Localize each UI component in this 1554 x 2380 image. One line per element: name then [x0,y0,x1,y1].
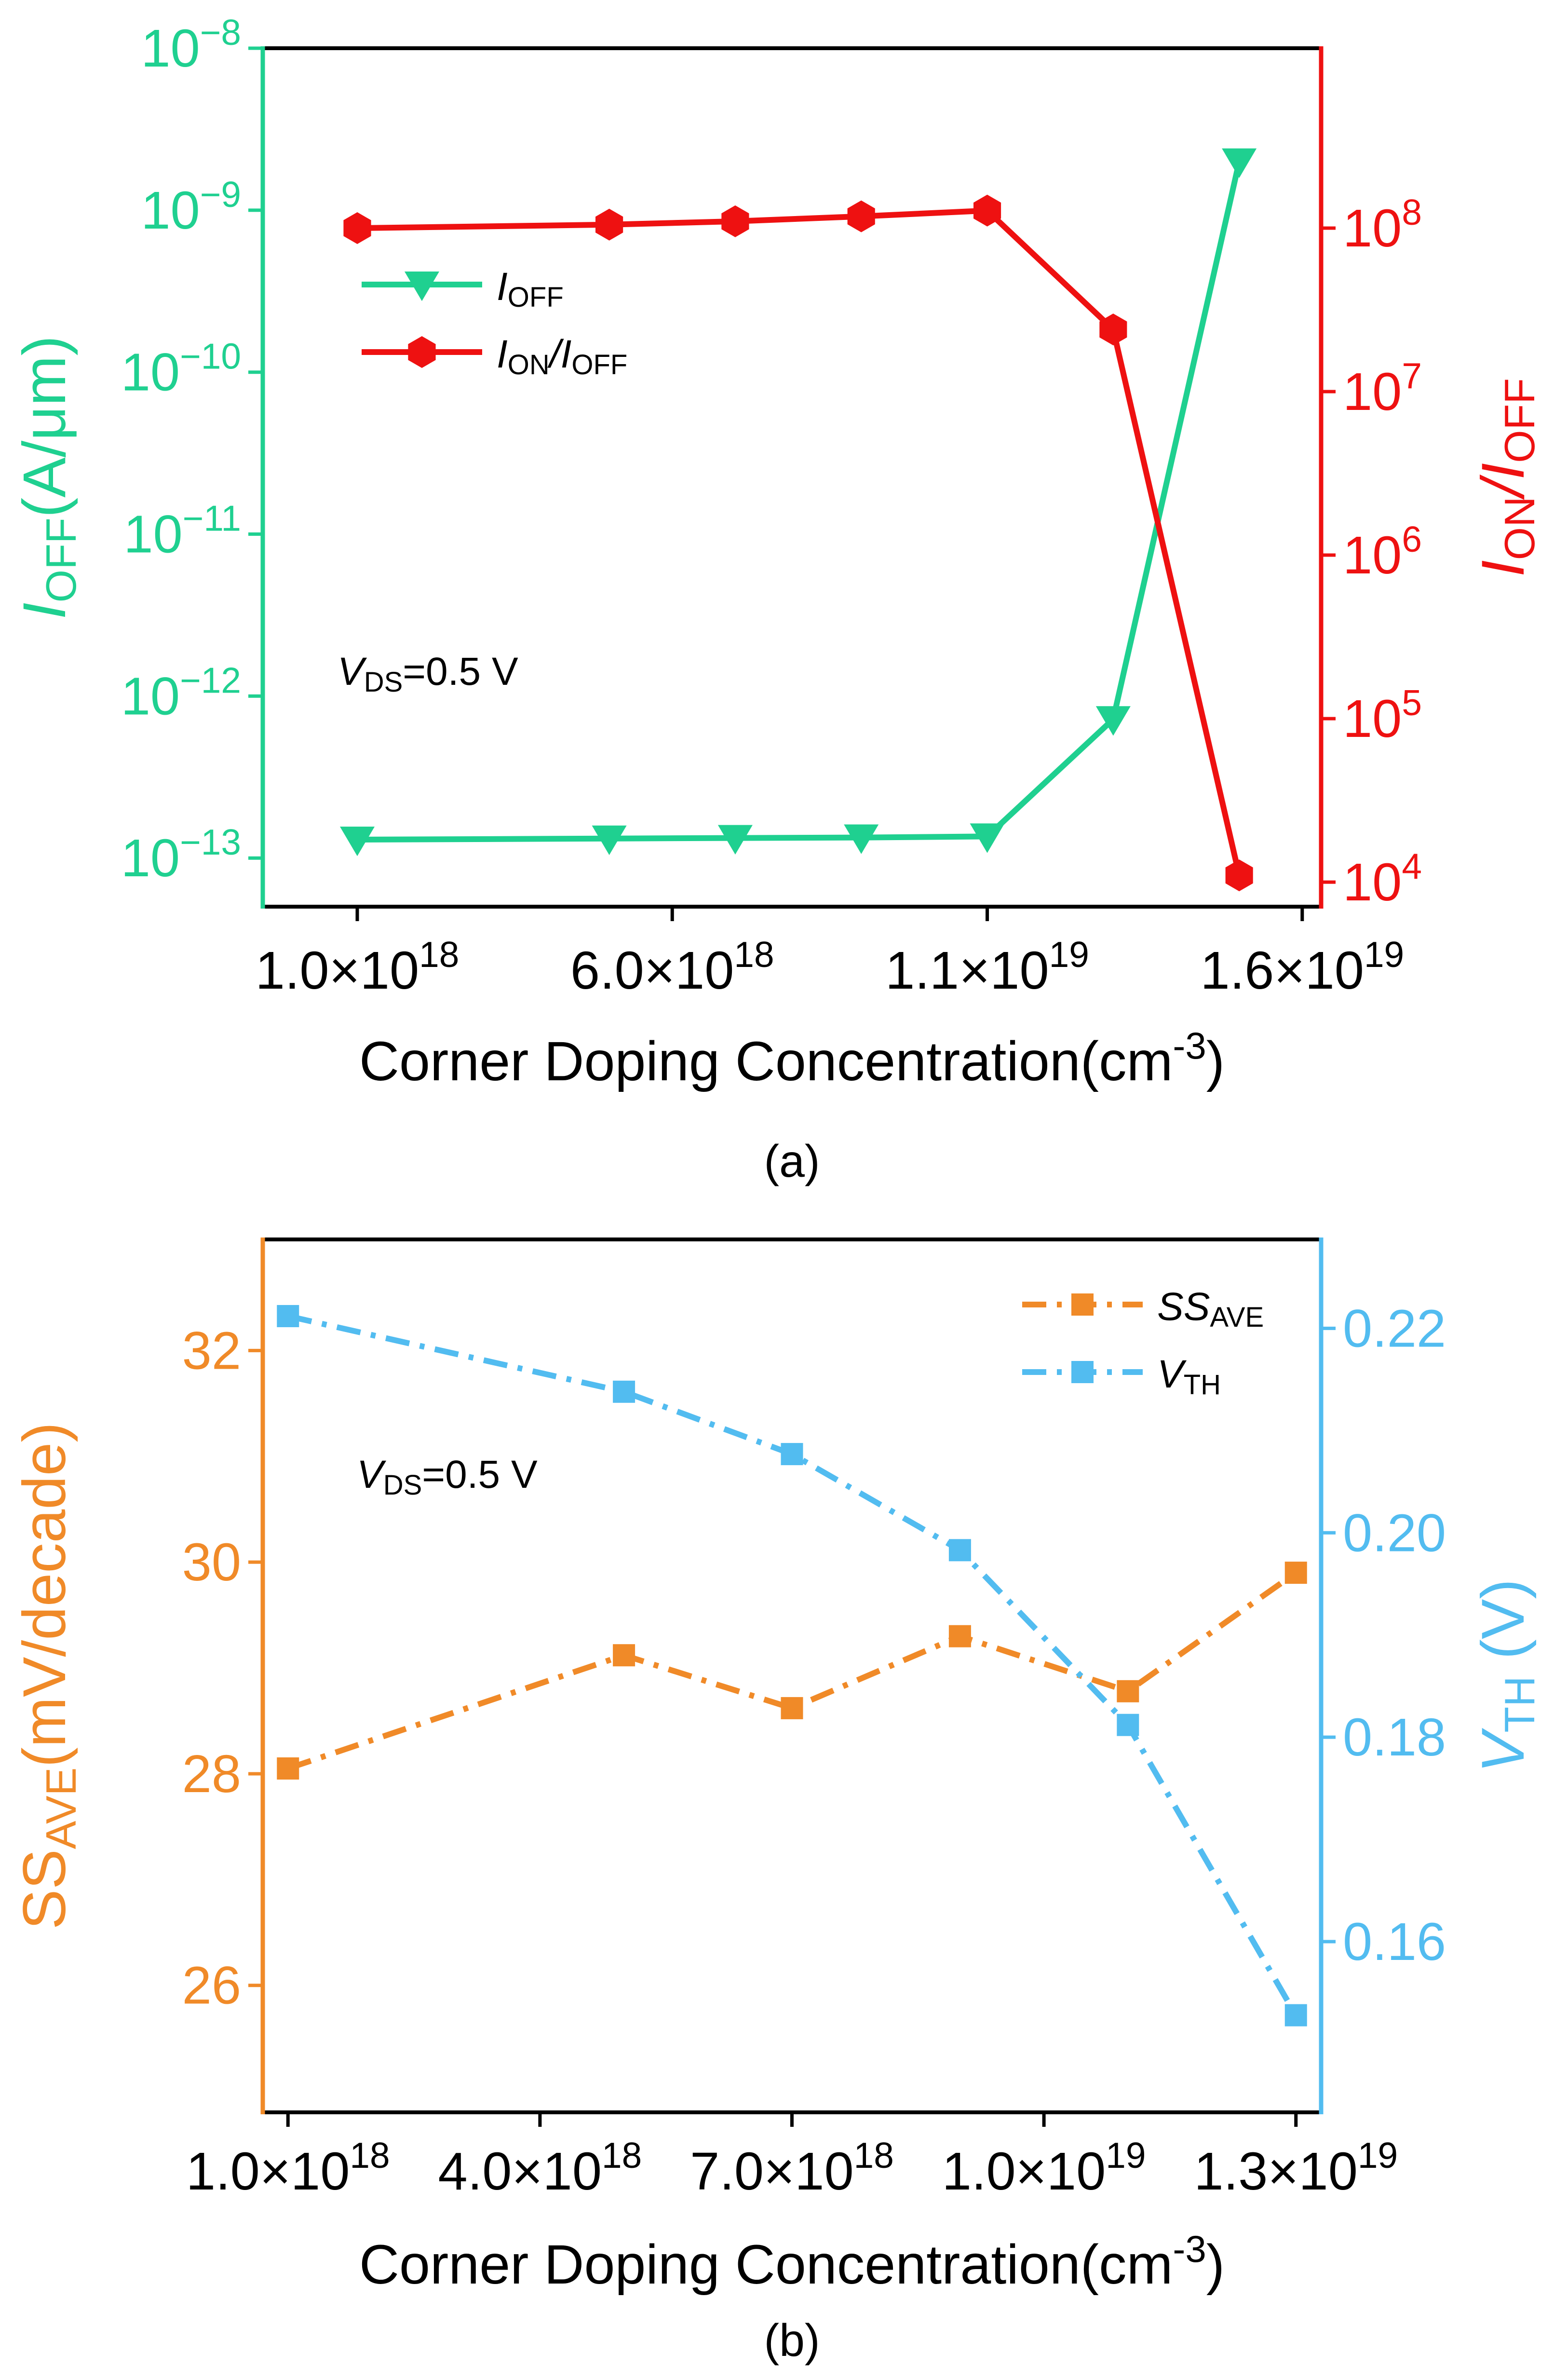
data-point [717,825,753,855]
right-y-axis-label: VTH (V) [1470,1579,1543,1773]
data-point [1099,313,1127,346]
left-y-tick-label: 10−10 [121,336,241,402]
x-tick-label: 1.3×1019 [1194,2135,1398,2201]
right-y-tick-label: 105 [1343,682,1422,748]
data-point [595,208,623,241]
panel-label: (a) [764,1136,820,1187]
legend-label: IOFF [497,265,564,313]
x-tick-label: 7.0×1018 [690,2135,894,2201]
data-point [613,1380,635,1403]
legend-label: ION/IOFF [497,332,627,381]
data-point [277,1757,299,1780]
x-axis-label: Corner Doping Concentration(cm-3) [359,2228,1225,2296]
chart-panel-a: 1.0×1018 6.0×1018 1.1×1019 1.6×1019 10−13 10−… [11,12,1543,1187]
data-point [592,825,627,855]
data-point [1284,1562,1307,1584]
vds-annotation: VDS=0.5 V [338,650,518,698]
data-point [613,1644,635,1667]
data-point [844,824,879,854]
right-y-tick-label: 108 [1343,192,1422,258]
right-y-tick-label: 0.18 [1343,1708,1446,1767]
x-tick-label: 6.0×1018 [570,934,774,1000]
data-point [339,826,375,857]
data-point [343,212,371,244]
data-point [277,1305,299,1327]
x-tick-label: 1.0×1018 [186,2135,390,2201]
data-point [1117,1680,1139,1702]
x-axis-label: Corner Doping Concentration(cm-3) [359,1024,1225,1092]
right-y-tick-label: 107 [1343,355,1422,422]
left-y-tick-label: 10−11 [123,498,241,564]
left-y-tick-label: 30 [182,1533,241,1592]
legend-label: VTH [1157,1352,1221,1401]
chart-panel-b: 1.0×1018 4.0×1018 7.0×1018 1.0×1019 1.3×1019… [11,1238,1543,2366]
vds-annotation: VDS=0.5 V [357,1453,538,1501]
series-line-v-th [287,1313,1298,2017]
left-y-axis-label: SSAVE(mV/decade) [11,1422,85,1930]
x-tick-label: 4.0×1018 [438,2135,642,2201]
right-y-tick-label: 104 [1343,846,1422,912]
series-line-ss-ave [287,1570,1298,1771]
left-y-tick-label: 10−9 [141,174,241,240]
data-point [1095,706,1131,736]
data-point [781,1697,803,1719]
data-point [781,1443,803,1466]
right-y-axis-label: ION/IOFF [1470,378,1543,577]
left-y-tick-label: 28 [182,1744,241,1804]
right-y-tick-label: 106 [1343,519,1422,585]
left-y-tick-label: 10−12 [121,660,241,726]
legend-marker [405,272,439,301]
left-y-tick-label: 26 [182,1956,241,2015]
x-tick-label: 1.6×1019 [1200,934,1404,1000]
right-y-tick-label: 0.16 [1343,1912,1446,1972]
panel-label: (b) [764,2315,820,2366]
data-point [1222,148,1257,178]
data-point [970,823,1005,853]
left-y-tick-label: 10−13 [121,822,241,888]
data-point [1284,2004,1307,2026]
legend-label: SSAVE [1157,1285,1264,1333]
data-point [1225,859,1253,892]
left-y-tick-label: 32 [182,1321,241,1380]
data-point [1117,1714,1139,1736]
x-tick-label: 1.0×1019 [942,2135,1146,2201]
right-y-tick-label: 0.22 [1343,1299,1446,1358]
left-y-axis-label: IOFF(A/μm) [11,336,85,619]
data-point [847,200,875,232]
legend-marker [1071,1293,1094,1316]
legend-marker [1071,1361,1094,1383]
data-point [973,194,1001,227]
data-point [948,1539,971,1562]
legend-marker [408,336,436,368]
data-point [948,1625,971,1647]
x-tick-label: 1.1×1019 [885,934,1089,1000]
series-line-i-off [357,161,1242,843]
right-y-tick-label: 0.20 [1343,1503,1446,1563]
x-tick-label: 1.0×1018 [256,934,459,1000]
series-line-i-on [357,207,1242,876]
data-point [721,205,749,237]
left-y-tick-label: 10−8 [141,12,241,78]
